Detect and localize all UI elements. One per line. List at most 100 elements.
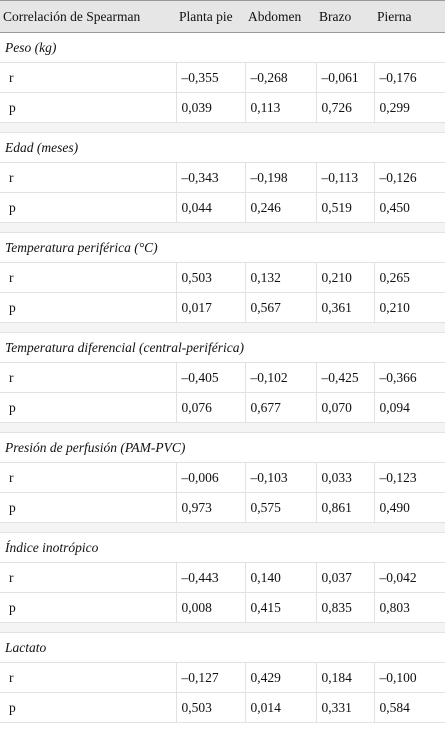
value-cell: 0,017 bbox=[176, 292, 246, 323]
value-cell: –0,198 bbox=[245, 162, 317, 193]
value-cell: 0,835 bbox=[316, 592, 375, 623]
row-label: r bbox=[0, 662, 177, 693]
value-cell: 0,094 bbox=[374, 392, 445, 423]
section-title-row: Índice inotrópico bbox=[0, 532, 445, 563]
spacer-row bbox=[0, 122, 445, 133]
value-cell: –0,443 bbox=[176, 562, 246, 593]
value-cell: 0,044 bbox=[176, 192, 246, 223]
data-row: r –0,127 0,429 0,184 –0,100 bbox=[0, 662, 445, 693]
spacer-row bbox=[0, 522, 445, 533]
value-cell: 0,210 bbox=[316, 262, 375, 293]
header-cell: Brazo bbox=[316, 0, 374, 33]
spacer-row bbox=[0, 622, 445, 633]
section-title-row: Temperatura diferencial (central-perifér… bbox=[0, 332, 445, 363]
value-cell: 0,246 bbox=[245, 192, 317, 223]
data-row: r –0,343 –0,198 –0,113 –0,126 bbox=[0, 162, 445, 193]
value-cell: 0,677 bbox=[245, 392, 317, 423]
value-cell: –0,176 bbox=[374, 62, 445, 93]
data-row: r –0,443 0,140 0,037 –0,042 bbox=[0, 562, 445, 593]
value-cell: –0,355 bbox=[176, 62, 246, 93]
spacer-row bbox=[0, 222, 445, 233]
value-cell: –0,123 bbox=[374, 462, 445, 493]
value-cell: 0,076 bbox=[176, 392, 246, 423]
data-row: p 0,017 0,567 0,361 0,210 bbox=[0, 292, 445, 323]
section-title: Temperatura diferencial (central-perifér… bbox=[0, 332, 445, 363]
value-cell: 0,037 bbox=[316, 562, 375, 593]
data-row: r –0,355 –0,268 –0,061 –0,176 bbox=[0, 62, 445, 93]
value-cell: 0,140 bbox=[245, 562, 317, 593]
value-cell: 0,331 bbox=[316, 692, 375, 723]
value-cell: 0,567 bbox=[245, 292, 317, 323]
value-cell: 0,113 bbox=[245, 92, 317, 123]
data-row: p 0,973 0,575 0,861 0,490 bbox=[0, 492, 445, 523]
header-cell: Correlación de Spearman bbox=[0, 0, 176, 33]
value-cell: –0,366 bbox=[374, 362, 445, 393]
table-body: Peso (kg) r –0,355 –0,268 –0,061 –0,176 p 0,039… bbox=[0, 32, 445, 723]
value-cell: –0,425 bbox=[316, 362, 375, 393]
section-title: Peso (kg) bbox=[0, 32, 445, 63]
value-cell: –0,006 bbox=[176, 462, 246, 493]
section-title-row: Edad (meses) bbox=[0, 132, 445, 163]
value-cell: –0,126 bbox=[374, 162, 445, 193]
header-row: Correlación de Spearman Planta pie Abdomen… bbox=[0, 0, 445, 33]
value-cell: 0,803 bbox=[374, 592, 445, 623]
value-cell: –0,042 bbox=[374, 562, 445, 593]
value-cell: 0,039 bbox=[176, 92, 246, 123]
section-title-row: Lactato bbox=[0, 632, 445, 663]
value-cell: 0,132 bbox=[245, 262, 317, 293]
header-cell: Pierna bbox=[374, 0, 445, 33]
section-title-row: Presión de perfusión (PAM-PVC) bbox=[0, 432, 445, 463]
data-row: p 0,008 0,415 0,835 0,803 bbox=[0, 592, 445, 623]
value-cell: 0,973 bbox=[176, 492, 246, 523]
value-cell: 0,861 bbox=[316, 492, 375, 523]
value-cell: 0,210 bbox=[374, 292, 445, 323]
value-cell: –0,268 bbox=[245, 62, 317, 93]
data-row: r –0,006 –0,103 0,033 –0,123 bbox=[0, 462, 445, 493]
row-label: r bbox=[0, 62, 177, 93]
section-title: Edad (meses) bbox=[0, 132, 445, 163]
value-cell: –0,343 bbox=[176, 162, 246, 193]
value-cell: 0,519 bbox=[316, 192, 375, 223]
row-label: r bbox=[0, 462, 177, 493]
correlation-table: Correlación de Spearman Planta pie Abdomen… bbox=[0, 0, 445, 723]
section-title: Índice inotrópico bbox=[0, 532, 445, 563]
header-cell: Abdomen bbox=[245, 0, 316, 33]
value-cell: 0,299 bbox=[374, 92, 445, 123]
row-label: r bbox=[0, 362, 177, 393]
value-cell: 0,014 bbox=[245, 692, 317, 723]
data-row: p 0,044 0,246 0,519 0,450 bbox=[0, 192, 445, 223]
row-label: p bbox=[0, 392, 177, 423]
value-cell: 0,429 bbox=[245, 662, 317, 693]
section-title: Lactato bbox=[0, 632, 445, 663]
value-cell: 0,726 bbox=[316, 92, 375, 123]
value-cell: 0,184 bbox=[316, 662, 375, 693]
value-cell: 0,490 bbox=[374, 492, 445, 523]
value-cell: 0,450 bbox=[374, 192, 445, 223]
header-cell: Planta pie bbox=[176, 0, 245, 33]
spacer-cell bbox=[0, 622, 445, 633]
value-cell: –0,061 bbox=[316, 62, 375, 93]
row-label: r bbox=[0, 562, 177, 593]
row-label: p bbox=[0, 92, 177, 123]
value-cell: 0,265 bbox=[374, 262, 445, 293]
value-cell: –0,127 bbox=[176, 662, 246, 693]
row-label: r bbox=[0, 162, 177, 193]
spacer-row bbox=[0, 322, 445, 333]
row-label: p bbox=[0, 592, 177, 623]
value-cell: 0,503 bbox=[176, 262, 246, 293]
value-cell: 0,070 bbox=[316, 392, 375, 423]
row-label: p bbox=[0, 492, 177, 523]
section-title-row: Peso (kg) bbox=[0, 32, 445, 63]
data-row: r –0,405 –0,102 –0,425 –0,366 bbox=[0, 362, 445, 393]
row-label: p bbox=[0, 192, 177, 223]
row-label: p bbox=[0, 692, 177, 723]
value-cell: 0,584 bbox=[374, 692, 445, 723]
value-cell: –0,405 bbox=[176, 362, 246, 393]
value-cell: –0,100 bbox=[374, 662, 445, 693]
value-cell: –0,113 bbox=[316, 162, 375, 193]
section-title: Temperatura periférica (°C) bbox=[0, 232, 445, 263]
value-cell: 0,575 bbox=[245, 492, 317, 523]
spacer-cell bbox=[0, 322, 445, 333]
data-row: r 0,503 0,132 0,210 0,265 bbox=[0, 262, 445, 293]
